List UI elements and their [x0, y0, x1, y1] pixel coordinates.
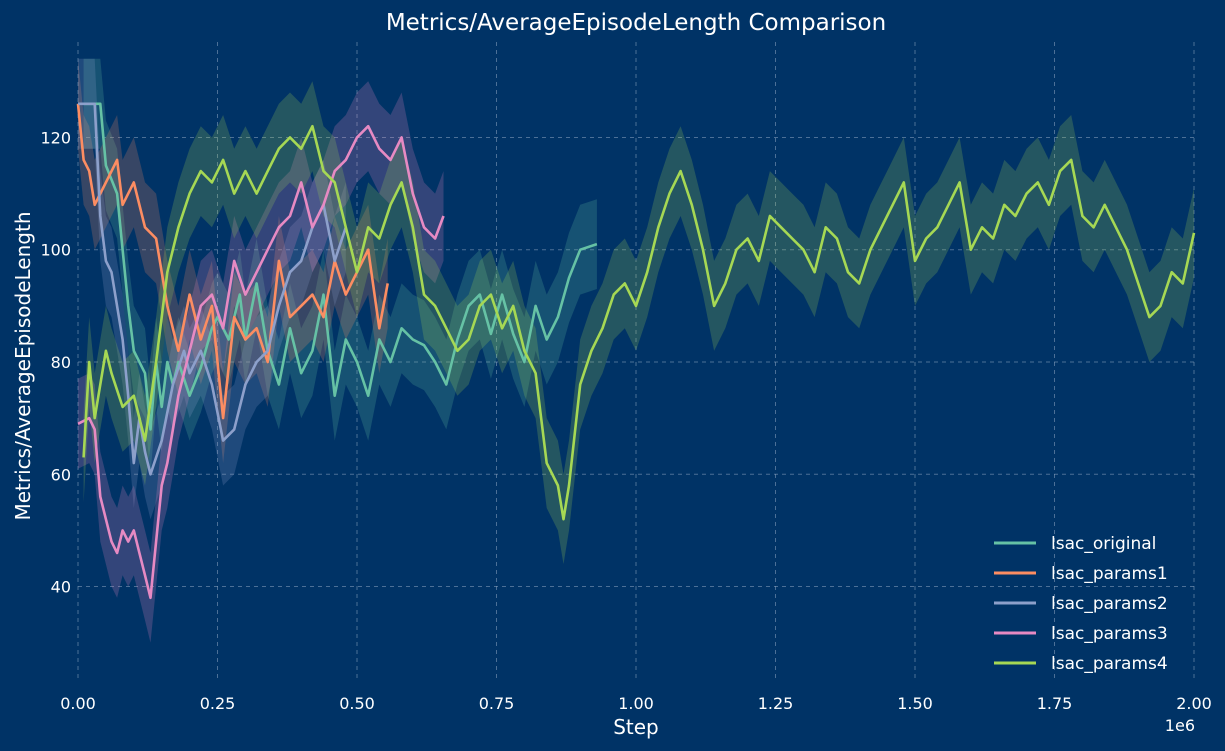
- x-tick-label: 1.25: [758, 694, 794, 713]
- legend-item-lsac_params4: lsac_params4: [994, 654, 1168, 674]
- x-tick-label: 2.00: [1176, 694, 1212, 713]
- legend-item-lsac_original: lsac_original: [994, 534, 1156, 554]
- x-axis-title: Step: [613, 715, 659, 739]
- band-lsac_params3: [78, 81, 444, 643]
- y-tick-label: 40: [51, 578, 71, 597]
- x-tick-label: 1.00: [618, 694, 654, 713]
- x-tick-label: 0.75: [479, 694, 515, 713]
- band-lsac_params1: [78, 58, 388, 464]
- y-tick-label: 120: [40, 128, 71, 147]
- band-lsac_params4: [83, 81, 1195, 565]
- x-tick-label: 1.50: [897, 694, 933, 713]
- y-tick-label: 100: [40, 241, 71, 260]
- line-lsac_params1: [76, 103, 389, 420]
- x-ticks: 0.00 0.25 0.50 0.75 1.00 1.25 1.50 1.75 2.00: [60, 694, 1212, 713]
- x-tick-label: 1.75: [1037, 694, 1073, 713]
- band-lsac_params2: [78, 58, 346, 520]
- legend-label: lsac_params1: [1051, 564, 1168, 584]
- legend-label: lsac_params3: [1051, 624, 1168, 644]
- legend-item-lsac_params1: lsac_params1: [994, 564, 1168, 584]
- line-lsac_params3: [77, 124, 445, 600]
- line-lsac_params4: [82, 124, 1196, 521]
- y-axis-title: Metrics/AverageEpisodeLength: [11, 212, 35, 521]
- legend-label: lsac_original: [1051, 534, 1156, 554]
- y-ticks: 40 60 80 100 120: [40, 128, 71, 596]
- x-tick-label: 0.00: [60, 694, 96, 713]
- legend: lsac_original lsac_params1 lsac_params2lsa…: [994, 534, 1168, 674]
- y-tick-label: 60: [51, 465, 71, 484]
- x-tick-label: 0.25: [200, 694, 236, 713]
- chart-title: Metrics/AverageEpisodeLength Comparison: [386, 10, 886, 36]
- legend-label: lsac_params2: [1051, 594, 1168, 614]
- band-lsac_original: [83, 58, 597, 475]
- legend-label: lsac_params4: [1051, 654, 1168, 674]
- x-tick-label: 0.50: [339, 694, 375, 713]
- legend-item-lsac_params3: lsac_params3: [994, 624, 1168, 644]
- x-axis-exponent: 1e6: [1165, 716, 1195, 735]
- y-tick-label: 80: [51, 353, 71, 372]
- legend-item-lsac_params2: lsac_params2: [994, 594, 1168, 614]
- series-lines: [76, 102, 1196, 600]
- grid: [77, 42, 1195, 682]
- confidence-bands: [78, 58, 1195, 643]
